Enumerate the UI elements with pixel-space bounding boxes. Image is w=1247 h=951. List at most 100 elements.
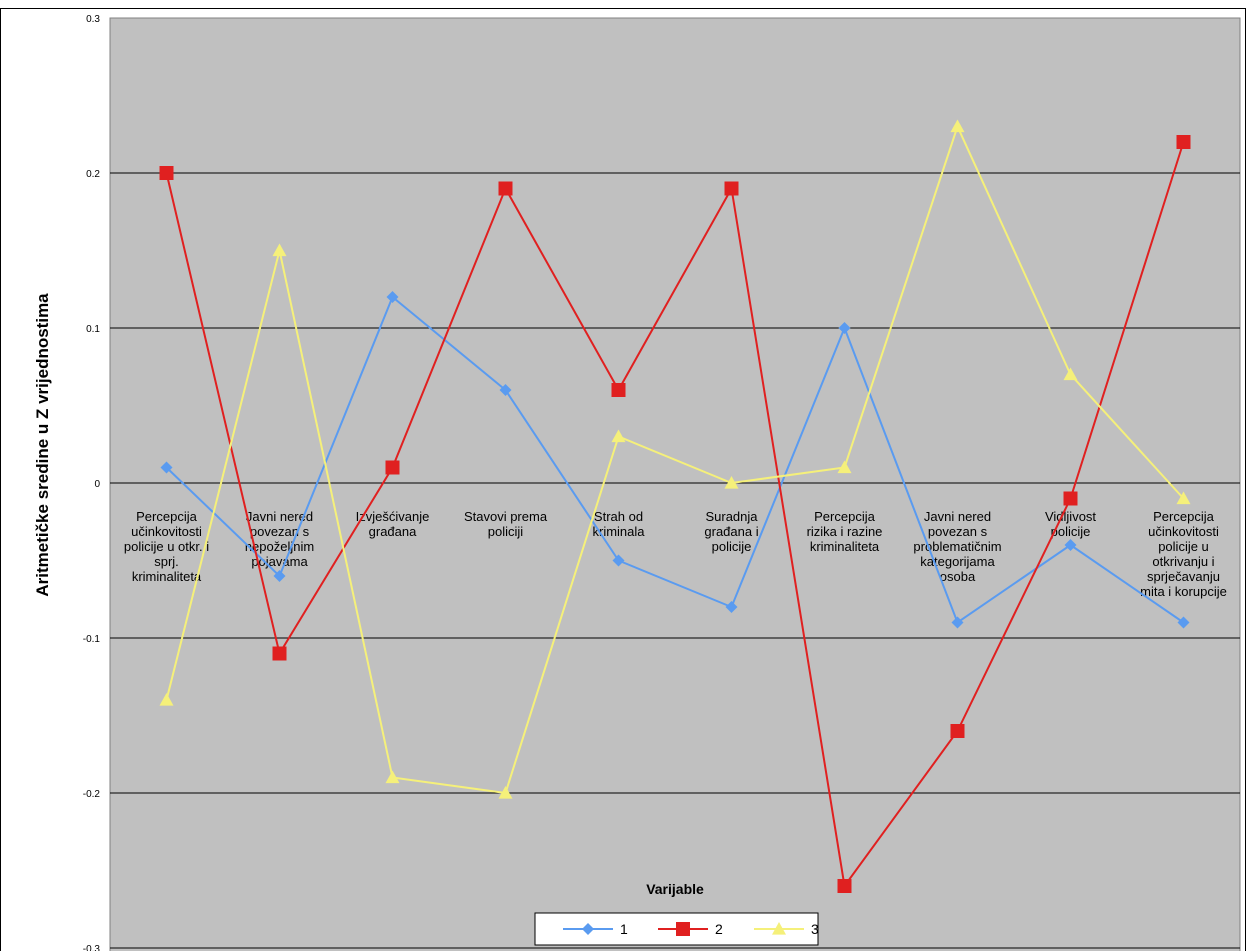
legend: 1 2 3 [534,912,819,946]
series-layer [159,119,1191,893]
category-label-line: sprječavanju [1147,569,1220,584]
y-tick-label: 0.1 [86,324,100,335]
category-label-line: Izvješćivanje [356,509,430,524]
series-line [165,123,1185,795]
data-point [837,460,852,474]
category-label-line: povezan s [928,524,988,539]
gridlines [110,172,1240,949]
legend-entry: 2 [658,921,723,937]
category-label-line: Percepcija [136,509,197,524]
category-label-line: policije [712,539,752,554]
data-point [159,693,174,706]
data-point [272,646,287,661]
data-point [385,770,400,784]
y-tick-label: 0 [94,479,100,490]
category-label-line: kategorijama [920,554,995,569]
y-axis-title: Aritmetičke sredine u Z vrijednostima [33,293,52,597]
category-label-line: Vidljivost [1045,509,1096,524]
category-label-line: osoba [940,569,976,584]
data-point [582,923,594,935]
category-label-line: problematičnim [913,539,1001,554]
plot-area [109,17,1241,951]
series-1 [160,291,1190,629]
y-tick-label: -0.3 [83,944,101,951]
category-label-line: učinkovitosti [131,524,202,539]
category-label-line: Stavovi prema [464,509,548,524]
category-label-line: policije u otkr. i [124,539,209,554]
category-label: Stavovi prema policiji [464,509,548,539]
data-point [1176,135,1191,149]
category-label-line: Javni nered [924,509,991,524]
data-point [837,879,852,893]
y-axis-ticks: 0.3 0.2 0.1 0 -0.1 -0.2 -0.3 [83,14,101,951]
category-label-line: rizika i razine [807,524,883,539]
category-label-line: sprj. [154,554,179,569]
series-2 [159,135,1191,893]
category-label-line: mita i korupcije [1140,584,1227,599]
legend-label: 3 [811,921,819,937]
data-point [724,476,739,489]
data-point [272,243,287,257]
category-label-line: Strah od [594,509,643,524]
category-label: Izvješćivanje građana [356,509,430,539]
category-label-line: građana [369,524,417,539]
legend-entry: 1 [563,921,628,937]
y-tick-label: 0.3 [86,14,100,25]
category-label-line: Percepcija [814,509,875,524]
data-point [724,181,739,196]
y-tick-label: -0.2 [83,789,101,800]
category-label-line: policiji [488,524,524,539]
category-label: Percepcija rizika i razine kriminaliteta [807,509,883,554]
data-point [499,384,512,396]
data-point [1063,491,1078,506]
category-labels: Percepcija učinkovitosti policije u otkr. … [124,509,1227,599]
category-label: Vidljivost policije [1045,509,1096,539]
data-point [498,181,513,196]
legend-entry: 3 [754,921,819,937]
data-point [772,922,786,935]
x-axis-title: Varijable [646,881,704,897]
data-point [1176,491,1191,505]
category-label: Strah od kriminala [592,509,645,539]
category-label-line: otkrivanju i [1152,554,1214,569]
data-point [159,166,174,180]
category-label-line: kriminala [592,524,645,539]
category-label: Javni nered povezan s nepoželjnim pojavama [245,509,314,569]
category-label-line: povezan s [250,524,310,539]
category-label-line: Percepcija [1153,509,1214,524]
data-point [611,429,626,443]
data-point [611,383,626,397]
data-point [676,922,690,936]
data-point [725,601,738,613]
series-3 [159,119,1191,799]
data-point [612,554,625,567]
data-point [273,570,286,582]
category-label-line: pojavama [251,554,308,569]
data-point [385,460,400,475]
series-line [165,295,1185,625]
category-label: Percepcija učinkovitosti policije u otkriva… [1140,509,1227,599]
category-label-line: Suradnja [705,509,758,524]
legend-label: 1 [620,921,628,937]
y-tick-label: 0.2 [86,169,100,180]
data-point [951,616,964,629]
data-point [386,291,399,303]
data-point [1064,539,1077,551]
category-label-line: policije [1051,524,1091,539]
data-point [950,724,965,738]
data-point [498,786,513,799]
data-point [950,119,965,133]
data-point [160,461,173,474]
data-point [1063,367,1078,381]
data-point [838,322,851,334]
data-point [1177,616,1190,629]
category-label-line: građana i [704,524,758,539]
category-label-line: učinkovitosti [1148,524,1219,539]
category-label-line: Javni nered [246,509,313,524]
category-label-line: kriminaliteta [810,539,880,554]
series-line [165,141,1185,889]
category-label: Suradnja građana i policije [704,509,758,554]
category-label-line: policije u [1158,539,1209,554]
category-label-line: kriminaliteta [132,569,202,584]
